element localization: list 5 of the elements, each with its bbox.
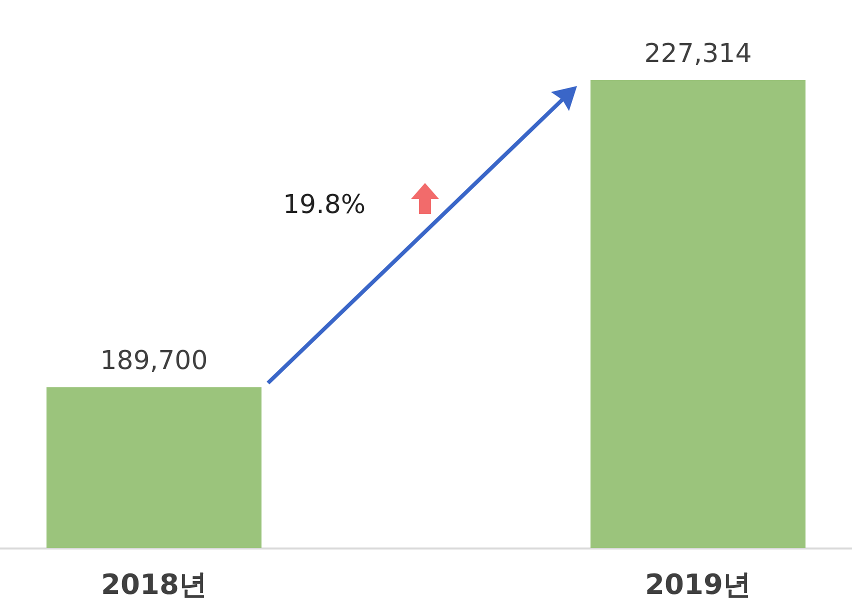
annotation: 19.8% (283, 190, 366, 220)
x-tick-label: 2018년 (101, 568, 207, 601)
data-label: 227,314 (644, 39, 752, 69)
data-label: 189,700 (100, 346, 208, 376)
x-tick-label: 2019년 (645, 568, 751, 601)
